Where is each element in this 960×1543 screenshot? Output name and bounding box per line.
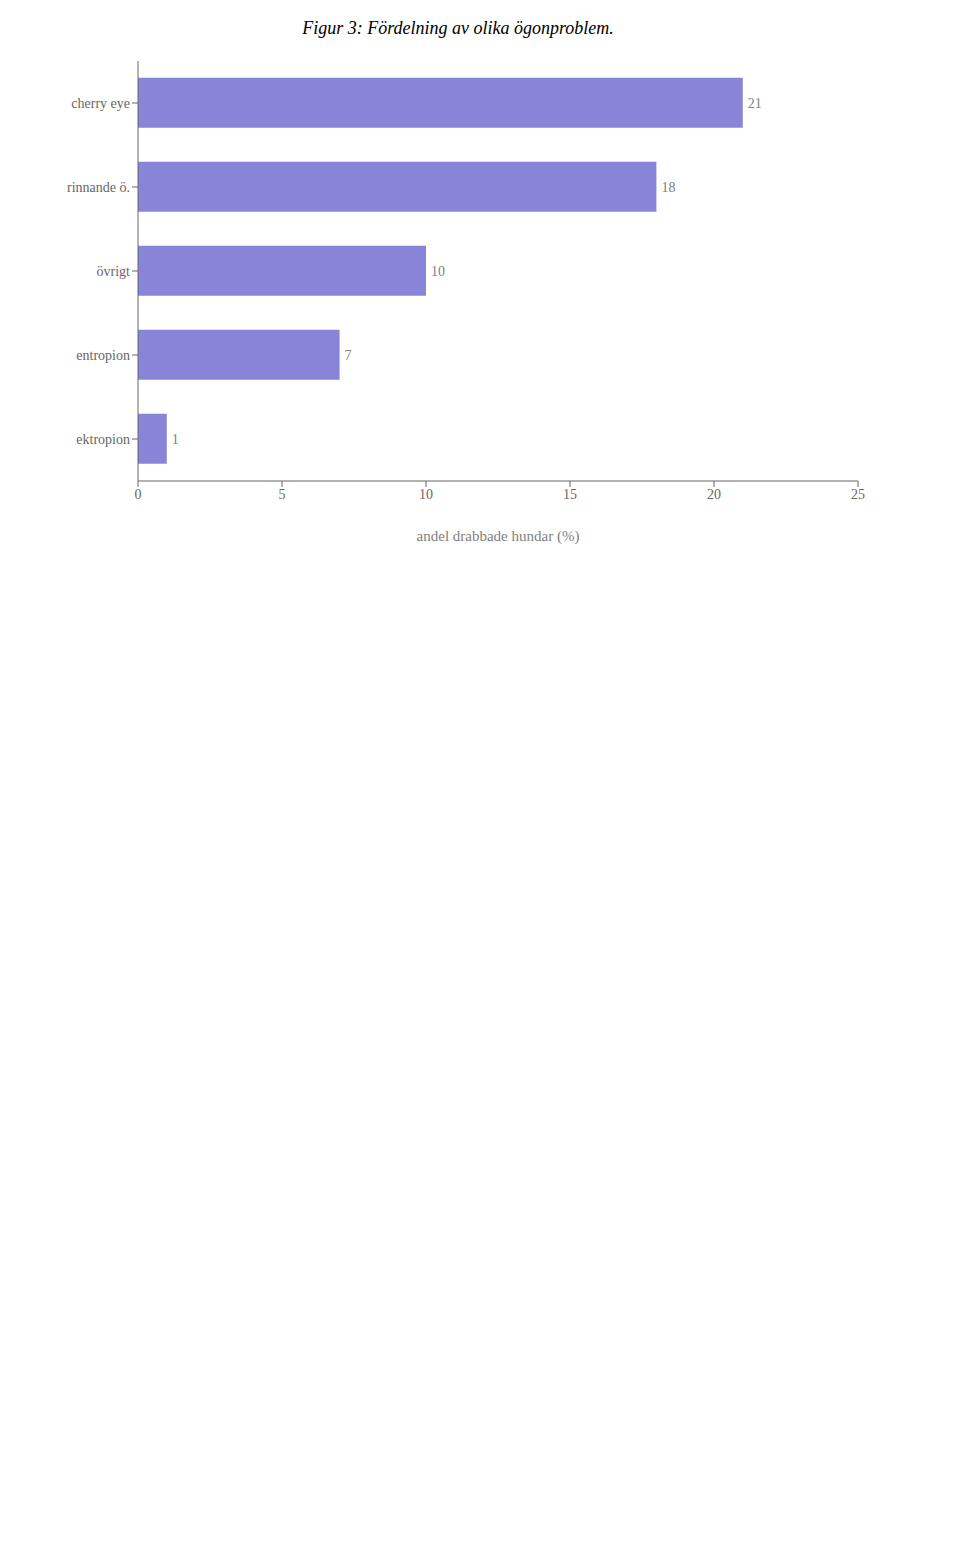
svg-text:21: 21 — [748, 96, 762, 111]
svg-text:entropion: entropion — [76, 348, 130, 363]
svg-text:rinnande ö.: rinnande ö. — [67, 180, 130, 195]
svg-text:10: 10 — [431, 264, 445, 279]
svg-text:15: 15 — [563, 487, 577, 502]
svg-text:25: 25 — [851, 487, 865, 502]
svg-text:20: 20 — [707, 487, 721, 502]
svg-text:cherry eye: cherry eye — [71, 96, 130, 111]
html-text:Figur 3: Fördelning av olika ö: Figur 3: Fördelning av olika ögonproblem… — [302, 18, 614, 38]
svg-text:1: 1 — [172, 432, 179, 447]
svg-text:0: 0 — [135, 487, 142, 502]
svg-text:andel drabbade hundar (%): andel drabbade hundar (%) — [417, 528, 580, 545]
svg-text:övrigt: övrigt — [97, 264, 131, 279]
svg-text:5: 5 — [279, 487, 286, 502]
svg-text:10: 10 — [419, 487, 433, 502]
svg-text:7: 7 — [345, 348, 352, 363]
svg-text:ektropion: ektropion — [76, 432, 130, 447]
svg-text:18: 18 — [661, 180, 675, 195]
